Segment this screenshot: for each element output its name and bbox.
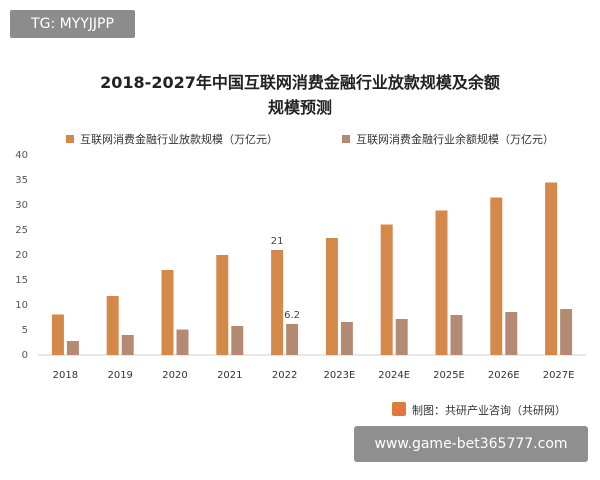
bar-loan-scale bbox=[435, 210, 448, 355]
y-tick-label: 35 bbox=[15, 175, 28, 186]
bar-balance-scale bbox=[231, 326, 244, 355]
data-label: 6.2 bbox=[284, 310, 300, 321]
bars bbox=[51, 182, 573, 355]
bar-loan-scale bbox=[380, 224, 393, 355]
x-tick-label: 2024E bbox=[378, 370, 410, 381]
x-tick-label: 2027E bbox=[543, 370, 575, 381]
bar-balance-scale bbox=[286, 324, 299, 355]
y-tick-label: 0 bbox=[22, 350, 28, 361]
bar-loan-scale bbox=[161, 270, 174, 355]
bar-balance-scale bbox=[450, 315, 463, 355]
y-tick-label: 30 bbox=[15, 200, 28, 211]
bar-loan-scale bbox=[216, 255, 229, 355]
x-tick-label: 2019 bbox=[107, 370, 132, 381]
x-tick-label: 2026E bbox=[488, 370, 520, 381]
x-tick-label: 2023E bbox=[324, 370, 356, 381]
bar-balance-scale bbox=[121, 335, 134, 355]
website-badge: www.game-bet365777.com bbox=[354, 426, 588, 462]
x-tick-label: 2018 bbox=[53, 370, 78, 381]
legend-label-1: 互联网消费金融行业放款规模（万亿元） bbox=[80, 132, 278, 146]
x-axis: 2018 2019 2020 2021 2022 2023E 2024E 2025E 2026E… bbox=[53, 370, 575, 381]
source-logo-icon bbox=[392, 402, 406, 416]
chart-title-line2: 规模预测 bbox=[268, 98, 332, 117]
source-note: 制图：共研产业咨询（共研网） bbox=[392, 402, 566, 417]
bar-loan-scale bbox=[490, 197, 503, 355]
legend-swatch-1 bbox=[66, 135, 74, 143]
data-labels: 216.2 bbox=[271, 236, 300, 321]
y-tick-label: 5 bbox=[22, 325, 28, 336]
y-tick-label: 20 bbox=[15, 250, 28, 261]
bar-balance-scale bbox=[395, 319, 408, 355]
bar-loan-scale bbox=[271, 250, 284, 355]
bar-loan-scale bbox=[51, 314, 64, 355]
x-tick-label: 2022 bbox=[272, 370, 297, 381]
tg-badge: TG: MYYJJPP bbox=[10, 10, 135, 38]
y-axis: 0 5 10 15 20 25 30 35 40 bbox=[15, 150, 28, 361]
bar-balance-scale bbox=[340, 322, 353, 355]
data-label: 21 bbox=[271, 236, 284, 247]
chart-title-line1: 2018-2027年中国互联网消费金融行业放款规模及余额 bbox=[100, 73, 500, 92]
bar-loan-scale bbox=[545, 182, 558, 355]
y-tick-label: 10 bbox=[15, 300, 28, 311]
x-tick-label: 2021 bbox=[217, 370, 242, 381]
x-tick-label: 2020 bbox=[162, 370, 187, 381]
bar-loan-scale bbox=[325, 238, 338, 355]
source-text: 制图：共研产业咨询（共研网） bbox=[412, 403, 566, 417]
y-tick-label: 25 bbox=[15, 225, 28, 236]
bar-balance-scale bbox=[176, 329, 189, 355]
legend-swatch-2 bbox=[342, 135, 350, 143]
y-tick-label: 40 bbox=[15, 150, 28, 161]
y-tick-label: 15 bbox=[15, 275, 28, 286]
x-tick-label: 2025E bbox=[433, 370, 465, 381]
bar-loan-scale bbox=[106, 296, 119, 355]
legend-label-2: 互联网消费金融行业余额规模（万亿元） bbox=[356, 132, 554, 146]
bar-balance-scale bbox=[560, 309, 573, 355]
bar-balance-scale bbox=[505, 312, 518, 355]
bar-balance-scale bbox=[66, 341, 79, 355]
